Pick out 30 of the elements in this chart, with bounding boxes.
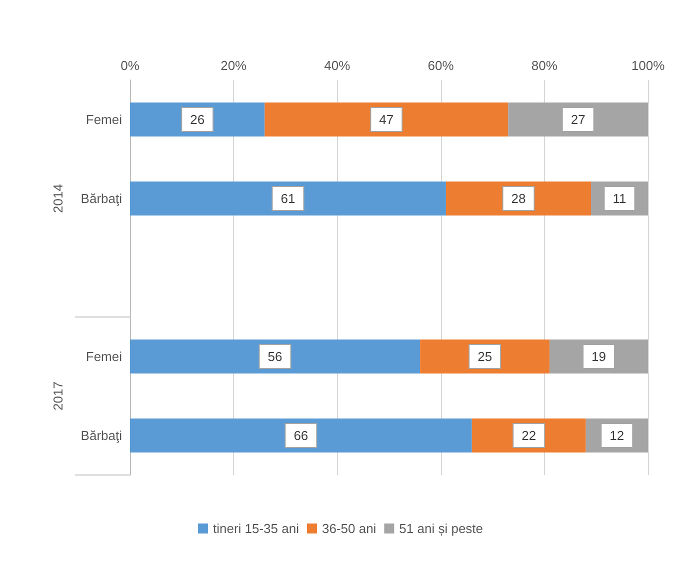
x-tick-label: 60% <box>428 58 454 73</box>
data-label: 11 <box>612 191 626 206</box>
legend-label: tineri 15-35 ani <box>212 521 300 536</box>
text: 2017 <box>50 382 66 410</box>
bar <box>130 182 446 216</box>
bar <box>130 340 420 374</box>
data-label: 19 <box>592 349 606 364</box>
x-tick-label: 80% <box>531 58 558 73</box>
data-label: 28 <box>511 191 526 206</box>
data-label: 22 <box>522 428 536 443</box>
data-label: 26 <box>190 112 205 127</box>
legend-label: 36-50 ani <box>322 521 376 536</box>
y-tick-label: Femei <box>86 112 122 127</box>
legend-label: 51 ani și peste <box>399 521 484 536</box>
text: 2014 <box>50 184 66 213</box>
x-tick-label: 20% <box>220 58 248 73</box>
data-label: 47 <box>379 112 394 127</box>
y-tick-label: Femei <box>86 349 122 364</box>
data-label: 56 <box>268 349 282 364</box>
data-label: 27 <box>570 112 586 127</box>
data-label: 61 <box>280 191 296 206</box>
bar <box>130 418 472 452</box>
y-tick-label: Bărbaţi <box>80 428 122 443</box>
data-label: 66 <box>294 428 308 443</box>
y-tick-label: Bărbaţi <box>80 191 122 206</box>
data-label: 25 <box>478 349 492 364</box>
x-tick-label: 40% <box>324 58 351 73</box>
data-label: 12 <box>610 428 624 443</box>
x-tick-label: 100% <box>631 58 666 73</box>
x-tick-label: 0% <box>120 58 140 73</box>
